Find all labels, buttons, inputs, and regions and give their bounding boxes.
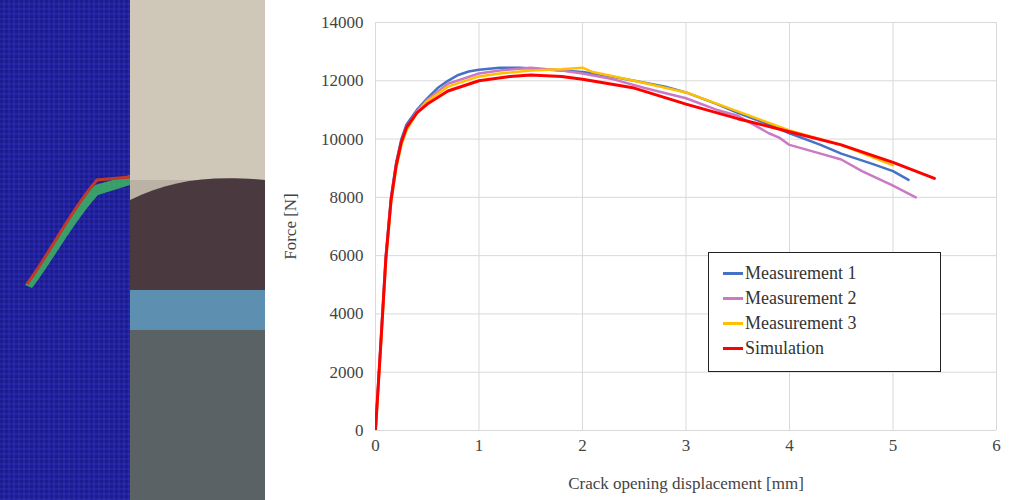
svg-text:Force [N]: Force [N]	[281, 193, 300, 260]
svg-text:14000: 14000	[321, 13, 364, 32]
html-text:Measurement 2: Measurement 2	[745, 288, 857, 308]
html-text:Measurement 1: Measurement 1	[745, 263, 857, 283]
svg-text:2: 2	[578, 436, 587, 455]
svg-text:2000: 2000	[330, 363, 364, 382]
svg-text:10000: 10000	[321, 130, 364, 149]
svg-text:6: 6	[992, 436, 1001, 455]
svg-text:5: 5	[889, 436, 898, 455]
svg-text:12000: 12000	[321, 71, 364, 90]
html-text:Measurement 3: Measurement 3	[745, 313, 857, 333]
svg-text:4: 4	[785, 436, 794, 455]
svg-text:0: 0	[371, 436, 380, 455]
html-text:Simulation: Simulation	[745, 338, 824, 358]
svg-text:3: 3	[682, 436, 691, 455]
svg-text:4000: 4000	[330, 304, 364, 323]
svg-text:8000: 8000	[330, 188, 364, 207]
svg-text:0: 0	[355, 421, 364, 440]
svg-text:6000: 6000	[330, 246, 364, 265]
svg-text:1: 1	[475, 436, 484, 455]
svg-text:Crack opening displacement [mm: Crack opening displacement [mm]	[568, 474, 804, 493]
